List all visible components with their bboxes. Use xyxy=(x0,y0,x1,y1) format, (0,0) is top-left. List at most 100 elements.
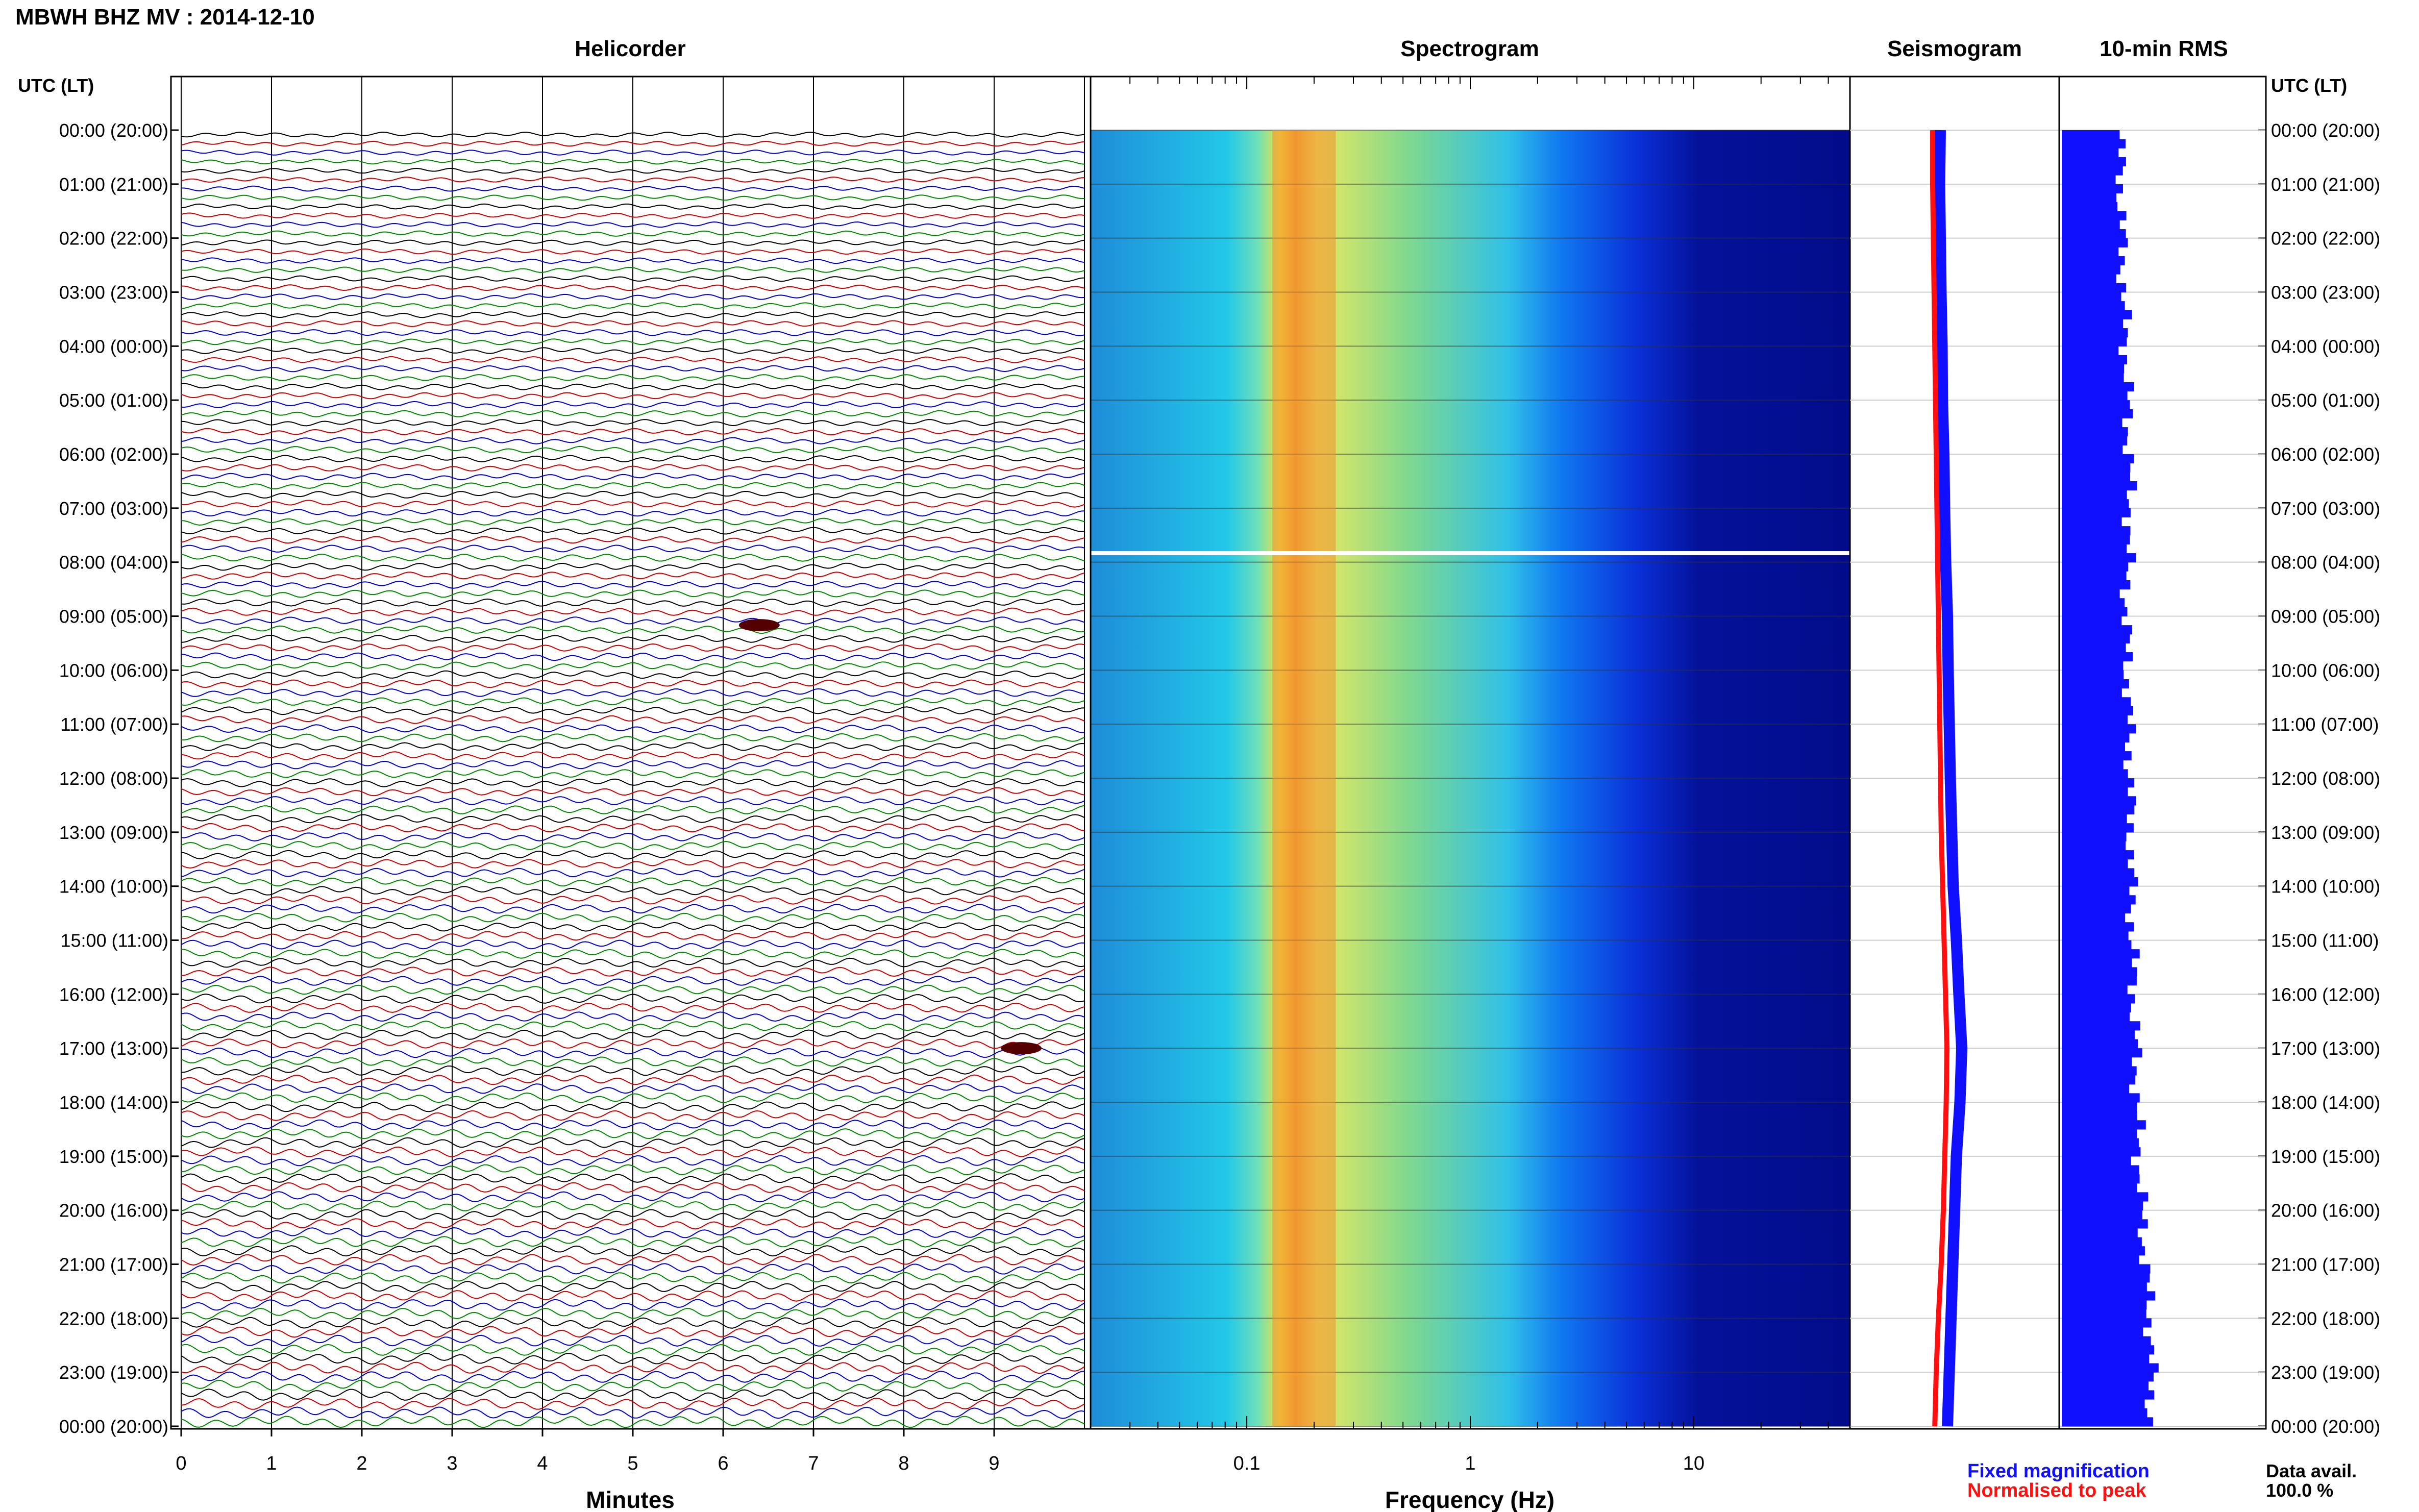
figure-title: MBWH BHZ MV : 2014-12-10 xyxy=(15,5,315,30)
helicorder-trace xyxy=(181,374,1085,381)
helicorder-trace xyxy=(181,1218,1085,1230)
helicorder-trace xyxy=(181,140,1085,147)
helicorder-trace xyxy=(181,284,1085,291)
helicorder-trace xyxy=(181,428,1085,436)
helicorder-trace xyxy=(181,625,1085,634)
rms-bar xyxy=(2062,1354,2150,1364)
helicorder-trace xyxy=(181,445,1085,454)
minute-tick-label: 8 xyxy=(898,1453,909,1474)
rms-bar xyxy=(2062,346,2119,356)
left-time-tick: 23:00 (19:00) xyxy=(59,1362,168,1383)
rms-bar xyxy=(2062,301,2125,311)
rms-bar xyxy=(2062,490,2127,500)
rms-bar xyxy=(2062,742,2125,752)
rms-bar xyxy=(2062,1192,2149,1202)
rms-bar xyxy=(2062,1381,2149,1391)
minute-tick-label: 2 xyxy=(356,1453,367,1474)
helicorder-trace xyxy=(181,1110,1085,1121)
helicorder-trace xyxy=(181,1056,1084,1067)
helicorder-trace xyxy=(181,1083,1085,1094)
helicorder-trace xyxy=(181,787,1085,797)
rms-bar xyxy=(2062,697,2131,707)
helicorder-trace xyxy=(181,616,1085,625)
helicorder-trace xyxy=(181,1002,1085,1013)
rms-bar xyxy=(2062,652,2133,662)
rms-bar xyxy=(2062,238,2128,247)
rms-bar xyxy=(2062,1309,2146,1319)
helicorder-trace xyxy=(181,544,1085,553)
helicorder-trace xyxy=(181,1146,1085,1157)
right-time-tick: 04:00 (00:00) xyxy=(2271,336,2380,357)
rms-bar xyxy=(2062,229,2126,239)
minute-tick-label: 5 xyxy=(627,1453,638,1474)
seismogram-panel xyxy=(1849,76,2266,1430)
helicorder-trace xyxy=(181,1182,1085,1194)
right-time-axis: 00:00 (20:00) 01:00 (21:00) 02:00 (22:00) 0… xyxy=(2258,120,2380,1437)
rms-frame xyxy=(2058,76,2267,1430)
rms-bar xyxy=(2062,535,2130,544)
helicorder-trace xyxy=(181,1074,1085,1085)
helicorder-trace xyxy=(181,957,1085,968)
data-avail-value: 100.0 % xyxy=(2266,1480,2333,1501)
rms-bar xyxy=(2062,877,2138,887)
helicorder-trace xyxy=(181,535,1085,544)
rms-bar xyxy=(2062,1372,2154,1382)
rms-bar xyxy=(2062,130,2120,140)
helicorder-trace xyxy=(181,1119,1085,1130)
legend-normalised-peak: Normalised to peak xyxy=(1967,1480,2146,1501)
helicorder-trace xyxy=(181,832,1085,841)
helicorder-trace xyxy=(181,634,1085,643)
helicorder-trace xyxy=(181,885,1085,896)
helicorder-trace xyxy=(181,589,1085,598)
helicorder-trace xyxy=(181,1245,1085,1257)
left-time-tick: 01:00 (21:00) xyxy=(59,174,168,195)
rms-bar xyxy=(2062,1210,2142,1220)
right-time-tick: 13:00 (09:00) xyxy=(2271,822,2380,843)
helicorder-trace xyxy=(181,239,1085,246)
rms-bar xyxy=(2062,508,2131,517)
helicorder-traces xyxy=(181,77,1085,1429)
helicorder-trace xyxy=(181,814,1085,824)
rms-bar xyxy=(2062,724,2136,734)
helicorder-trace xyxy=(181,1352,1085,1365)
rms-bar xyxy=(2062,886,2130,896)
helicorder-trace xyxy=(181,760,1085,770)
helicorder-trace xyxy=(181,697,1085,706)
rms-bar xyxy=(2062,787,2128,797)
spectrogram-peak-band xyxy=(1272,130,1336,1426)
right-time-tick: 09:00 (05:00) xyxy=(2271,606,2380,627)
rms-bar xyxy=(2062,355,2128,365)
rms-bar xyxy=(2062,823,2134,833)
right-time-tick: 11:00 (07:00) xyxy=(2271,714,2379,735)
helicorder-trace xyxy=(181,742,1085,751)
rms-bar xyxy=(2062,598,2125,608)
left-time-tick: 05:00 (01:00) xyxy=(59,390,168,411)
rms-bar xyxy=(2062,436,2128,445)
rms-bar xyxy=(2062,607,2128,616)
right-time-tick: 00:00 (20:00) xyxy=(2271,1416,2380,1437)
rms-bar xyxy=(2062,1147,2141,1157)
right-time-tick: 21:00 (17:00) xyxy=(2271,1254,2380,1275)
legend-fixed-magnification: Fixed magnification xyxy=(1967,1460,2150,1482)
helicorder-trace xyxy=(181,1307,1085,1320)
rms-bar xyxy=(2062,643,2126,653)
rms-bar xyxy=(2062,1318,2152,1328)
rms-bar xyxy=(2062,544,2127,554)
rms-bar xyxy=(2062,463,2131,473)
rms-bar xyxy=(2062,1264,2151,1274)
rms-bar xyxy=(2062,616,2122,626)
helicorder-trace xyxy=(181,572,1085,580)
rms-bar xyxy=(2062,751,2132,761)
helicorder-trace xyxy=(181,463,1085,472)
rms-bar xyxy=(2062,1012,2130,1022)
helicorder-trace xyxy=(181,984,1085,995)
spectrogram-title: Spectrogram xyxy=(1400,36,1539,61)
helicorder-trace xyxy=(181,1164,1085,1176)
rms-bar xyxy=(2062,1165,2139,1175)
rms-bar xyxy=(2062,967,2137,977)
right-time-tick: 02:00 (22:00) xyxy=(2271,228,2380,249)
rms-bar xyxy=(2062,661,2124,671)
rms-bar xyxy=(2062,1039,2138,1049)
spectrogram-panel xyxy=(1090,76,1851,1430)
helicorder-trace xyxy=(181,527,1085,535)
